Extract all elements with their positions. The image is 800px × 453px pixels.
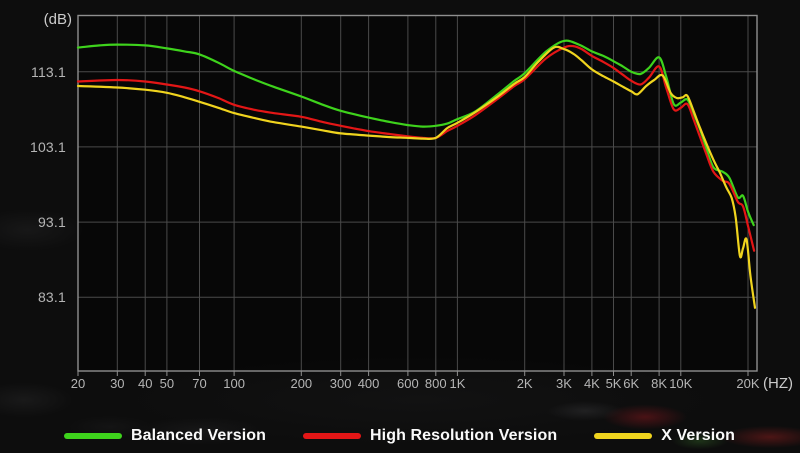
legend-swatch-high-resolution-version [303,433,361,439]
plot-border [77,14,758,372]
x-tick-label: 20 [70,376,86,391]
x-tick-label: 10K [669,376,693,391]
legend-item-balanced-version: Balanced Version [64,427,266,445]
x-tick-label: 4K [583,376,600,391]
legend-swatch-balanced-version [64,433,122,439]
legend-item-high-resolution-version: High Resolution Version [303,427,557,445]
y-axis-unit-label: (dB) [43,11,72,28]
plot-area [78,15,757,371]
x-tick-label: 30 [110,376,125,391]
x-tick-label: 70 [192,376,207,391]
legend: Balanced Version High Resolution Version X… [64,423,735,449]
legend-swatch-x-version [594,433,653,439]
x-tick-label: 40 [137,376,153,391]
y-tick-label: 103.1 [29,138,66,155]
x-tick-label: 200 [290,376,313,391]
y-tick-label: 83.1 [37,289,66,306]
x-tick-label: 300 [329,376,352,391]
x-tick-label: 50 [159,376,175,391]
legend-label: High Resolution Version [370,427,558,444]
x-tick-label: 6K [623,376,640,391]
x-tick-label: 400 [357,376,380,391]
x-tick-label: 8K [651,376,668,391]
x-tick-label: 800 [424,376,447,391]
x-tick-label: 600 [397,376,419,391]
curve-x-version [76,45,757,309]
y-tick-label: 93.1 [37,214,66,231]
legend-label: Balanced Version [131,427,266,444]
x-axis-unit-label: (HZ) [763,375,793,392]
y-tick-label: 113.1 [31,63,66,80]
x-tick-label: 3K [556,376,572,391]
curve-high-resolution-version [76,44,756,252]
x-tick-label: 5K [605,376,622,391]
x-tick-label: 20K [736,376,760,391]
x-tick-label: 100 [223,376,245,391]
legend-item-x-version: X Version [594,427,735,445]
x-tick-label: 2K [516,376,533,391]
legend-label: X Version [661,427,736,444]
x-tick-label: 1K [449,376,466,391]
plot-svg [76,14,758,376]
